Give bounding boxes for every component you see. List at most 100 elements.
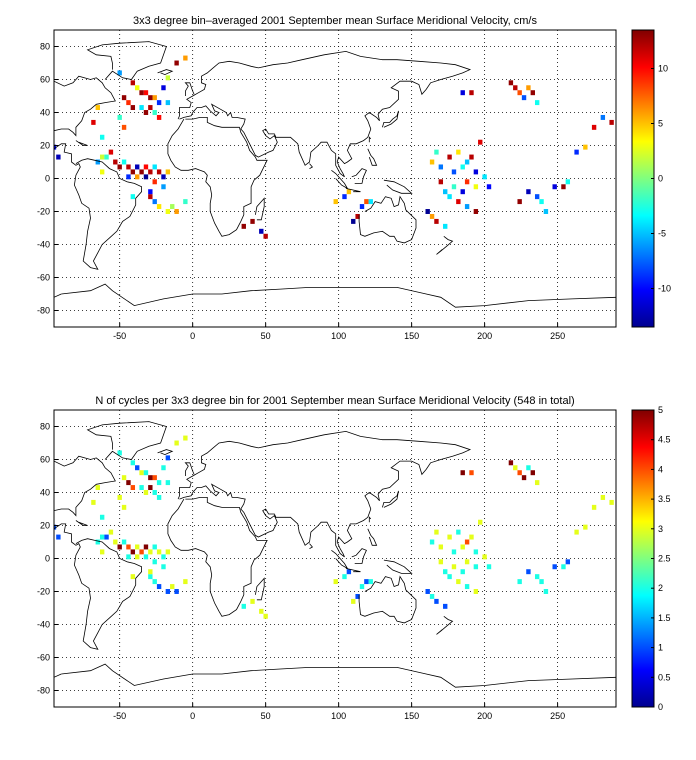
y-tick-label: 0 [45, 554, 50, 564]
data-cell [486, 184, 492, 190]
data-cell [517, 90, 522, 96]
data-cell [161, 554, 166, 560]
data-cell [513, 85, 518, 91]
data-cell [600, 114, 606, 120]
data-cell [456, 579, 461, 585]
data-cell [513, 465, 518, 471]
data-cell [161, 564, 166, 570]
coastline [345, 188, 361, 193]
data-cell [478, 139, 483, 145]
data-cell [434, 149, 439, 155]
data-cell [429, 159, 435, 165]
panel-cycles: N of cycles per 3x3 degree bin for 2001 … [37, 395, 671, 721]
data-cell [148, 485, 153, 491]
data-cell [534, 574, 540, 580]
data-cell [473, 564, 479, 570]
data-cell [126, 174, 131, 180]
colorbar-tick-label: 10 [658, 64, 668, 74]
data-cell [165, 549, 171, 555]
colorbar-tick-label: 2.5 [658, 554, 671, 564]
coastline [309, 543, 314, 549]
x-tick-label: 100 [331, 711, 346, 721]
data-cell [508, 80, 514, 86]
data-cell [438, 179, 444, 185]
data-cell [143, 470, 149, 476]
data-cell [443, 603, 448, 609]
data-cell [126, 480, 131, 486]
coastline [368, 516, 372, 523]
data-cell [95, 485, 100, 491]
data-cell [135, 465, 140, 471]
data-cell [156, 169, 162, 175]
y-tick-label: -80 [37, 686, 50, 696]
coastline [382, 110, 399, 128]
data-cell [130, 80, 136, 86]
data-cell [561, 184, 566, 190]
data-cells-velocity [54, 55, 614, 239]
y-tick-label: 40 [40, 108, 50, 118]
colorbar-tick-label: 3 [658, 524, 663, 534]
x-tick-label: 250 [550, 331, 565, 341]
coastline [75, 140, 88, 146]
data-cell [464, 559, 470, 565]
data-cell [152, 559, 157, 565]
coastline [331, 169, 349, 190]
data-cells-cycles [54, 435, 614, 619]
data-cell [99, 134, 105, 140]
data-cell [152, 179, 157, 185]
data-cell [165, 209, 171, 214]
data-cell [121, 475, 127, 481]
coastline [86, 41, 167, 80]
colorbar-tick-label: 1 [658, 643, 663, 653]
coastline [358, 575, 417, 624]
data-cell [135, 164, 140, 170]
data-cell [583, 524, 588, 530]
data-cell [148, 574, 153, 580]
data-cell [152, 199, 157, 205]
coastline [157, 69, 174, 76]
data-cell [143, 544, 149, 550]
data-cell [148, 169, 153, 175]
y-tick-label: 20 [40, 521, 50, 531]
x-tick-label: 50 [261, 711, 271, 721]
data-cell [517, 199, 522, 205]
data-cell [552, 184, 557, 190]
data-cell [121, 159, 127, 165]
data-cell [482, 174, 487, 180]
data-cell [429, 539, 435, 545]
data-cell [121, 124, 127, 130]
data-cell [99, 534, 105, 540]
data-cell [530, 90, 535, 96]
data-cell [183, 435, 188, 441]
data-cell [351, 218, 356, 224]
data-cell [143, 490, 149, 495]
colorbar-tick-label: 0 [658, 702, 663, 712]
data-cell [456, 529, 461, 535]
data-cell [174, 209, 179, 214]
data-cell [438, 544, 444, 550]
data-cell [434, 529, 439, 535]
y-tick-label: -40 [37, 620, 50, 630]
x-tick-label: 50 [261, 331, 271, 341]
data-cell [113, 159, 118, 165]
data-cell [139, 169, 144, 175]
data-cell [156, 114, 162, 120]
data-cell [183, 199, 188, 205]
data-cell [591, 504, 597, 510]
data-cell [156, 584, 162, 590]
data-cell [346, 569, 352, 575]
coastline [167, 497, 268, 617]
data-cell [108, 529, 114, 535]
data-cell [368, 579, 373, 585]
data-cell [104, 154, 109, 160]
coastline [382, 490, 399, 508]
data-cell [139, 549, 144, 555]
data-cell [54, 144, 57, 150]
data-cell [600, 494, 606, 500]
data-cell [447, 534, 452, 540]
x-tick-label: 150 [404, 331, 419, 341]
data-cell [165, 100, 171, 106]
data-cell [108, 149, 114, 155]
data-cell [469, 90, 474, 96]
data-cell [126, 554, 131, 560]
